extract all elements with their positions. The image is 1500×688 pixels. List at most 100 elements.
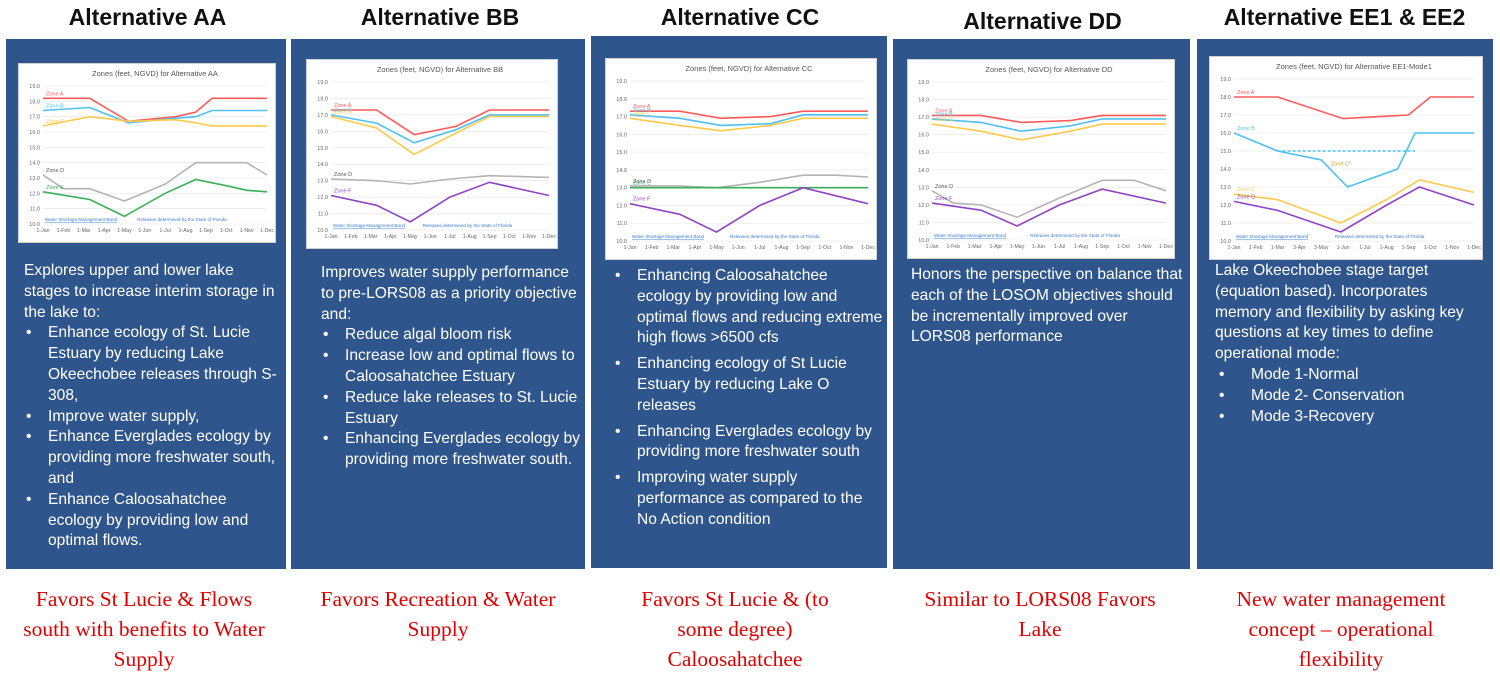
- x-tick-label: 1-Jan: [926, 244, 939, 250]
- x-tick-label: 1-Aug: [1074, 244, 1088, 250]
- x-tick-label: 1-Aug: [179, 228, 193, 234]
- y-tick-label: 12.0: [616, 203, 627, 209]
- zones-chart: Zones (feet, NGVD) for Alternative AA 10.…: [18, 63, 276, 243]
- y-tick-label: 14.0: [1220, 167, 1231, 173]
- chart-title: Zones (feet, NGVD) for Alternative EE1-M…: [1276, 62, 1432, 71]
- y-tick-label: 17.0: [317, 113, 328, 119]
- x-tick-label: 1-Dec: [1159, 244, 1173, 250]
- description-bullet: Enhancing Everglades ecology by providin…: [321, 429, 583, 471]
- series-line: [330, 114, 549, 144]
- x-tick-label: 1-Mar: [666, 245, 680, 251]
- column-title: Alternative EE1 & EE2: [1223, 4, 1466, 30]
- alternative-panel: Zones (feet, NGVD) for Alternative BB 10.…: [291, 39, 585, 569]
- y-tick-label: 19.0: [29, 84, 40, 90]
- y-tick-label: 10.0: [1220, 239, 1231, 245]
- x-tick-label: 1-Jul: [1359, 245, 1370, 251]
- series-label: Zone A: [633, 104, 651, 110]
- series-label: Zone D: [334, 172, 352, 178]
- alternative-summary: Favors St Lucie & Flows south with benef…: [23, 587, 265, 671]
- alternative-panel: Zones (feet, NGVD) for Alternative EE1-M…: [1197, 39, 1493, 569]
- zones-chart: Zones (feet, NGVD) for Alternative EE1-M…: [1209, 56, 1483, 260]
- x-tick-label: 1-Jan: [1228, 245, 1241, 251]
- series-label: Zone D: [633, 179, 651, 185]
- description-bullet: Improve water supply,: [24, 407, 284, 428]
- y-tick-label: 10.0: [29, 222, 40, 228]
- x-tick-label: 1-Sep: [796, 245, 810, 251]
- x-tick-label: 3-May: [1314, 245, 1329, 251]
- footnote-releases: Releases determined by the State of Flor…: [1335, 234, 1425, 239]
- footnote-releases: Releases determined by the State of Flor…: [1030, 233, 1120, 238]
- y-tick-label: 13.0: [29, 176, 40, 182]
- series-line: [931, 179, 1167, 219]
- series-label: Zone B: [1237, 126, 1255, 132]
- alternative-panel: Zones (feet, NGVD) for Alternative CC 10.…: [591, 36, 887, 568]
- series-label: Zone A: [46, 91, 64, 97]
- y-tick-label: 17.0: [29, 115, 40, 121]
- series-label: Zone A: [935, 108, 953, 114]
- x-tick-label: 1-Apr: [689, 245, 702, 251]
- series-line: [43, 97, 267, 123]
- x-tick-label: 1-Jul: [160, 228, 171, 234]
- x-tick-label: 1-Jan: [37, 228, 50, 234]
- footnote-releases: Releases determined by the State of Flor…: [423, 223, 513, 228]
- y-tick-label: 15.0: [616, 150, 627, 156]
- description-intro: Honors the perspective on balance that e…: [911, 266, 1183, 346]
- y-tick-label: 15.0: [29, 145, 40, 151]
- x-tick-label: 1-Apr: [98, 228, 111, 234]
- y-tick-label: 12.0: [317, 195, 328, 201]
- description-bullet: Enhance Everglades ecology by providing …: [24, 427, 284, 489]
- y-tick-label: 15.0: [918, 150, 929, 156]
- description-bullets: Reduce algal bloom risk Increase low and…: [321, 325, 583, 471]
- zones-chart-svg: Zones (feet, NGVD) for Alternative AA 10.…: [29, 69, 274, 234]
- x-tick-label: 1-Nov: [522, 234, 536, 240]
- zones-chart-svg: Zones (feet, NGVD) for Alternative EE1-M…: [1220, 62, 1481, 251]
- series-line: [1233, 186, 1475, 233]
- description-bullet: Mode 1-Normal: [1215, 365, 1485, 386]
- series-label: Zone F: [334, 188, 352, 194]
- series-line: [330, 174, 550, 185]
- description-bullet: Reduce algal bloom risk: [321, 325, 583, 346]
- alternative-description: Honors the perspective on balance that e…: [911, 265, 1187, 348]
- y-tick-label: 12.0: [29, 191, 40, 197]
- y-tick-label: 16.0: [1220, 131, 1231, 137]
- series-label: Zone D: [46, 168, 64, 174]
- description-bullet: Enhancing Caloosahatchee ecology by prov…: [613, 266, 885, 349]
- zones-chart-svg: Zones (feet, NGVD) for Alternative DD 10.…: [918, 65, 1173, 250]
- y-tick-label: 14.0: [918, 168, 929, 174]
- footnote-band: Water Shortage Management Band: [632, 234, 705, 239]
- series-line: [1234, 96, 1474, 120]
- y-tick-label: 12.0: [1220, 203, 1231, 209]
- alternative-summary: Favors St Lucie & (to some degree) Caloo…: [641, 587, 829, 671]
- x-tick-label: 1-Oct: [1117, 244, 1130, 250]
- x-tick-label: 1-Mar: [364, 234, 378, 240]
- description-bullets: Enhancing Caloosahatchee ecology by prov…: [613, 266, 885, 531]
- y-tick-label: 10.0: [616, 239, 627, 245]
- x-tick-label: 1-Sep: [1095, 244, 1109, 250]
- x-tick-label: 1-Feb: [946, 244, 960, 250]
- series-line: [42, 115, 267, 127]
- x-tick-label: 1-Nov: [240, 228, 254, 234]
- y-tick-label: 18.0: [29, 99, 40, 105]
- series-label: Zone C: [935, 117, 953, 123]
- y-tick-label: 19.0: [317, 80, 328, 86]
- series-line: [931, 188, 1167, 227]
- y-tick-label: 13.0: [918, 185, 929, 191]
- y-tick-label: 12.0: [918, 203, 929, 209]
- x-tick-label: 1-Feb: [344, 234, 358, 240]
- footnote-band: Water Shortage Management Band: [1236, 234, 1309, 239]
- description-bullet: Improving water supply performance as co…: [613, 468, 885, 530]
- series-label: Zone A: [334, 103, 352, 109]
- zones-chart: Zones (feet, NGVD) for Alternative BB 10.…: [306, 59, 558, 249]
- y-tick-label: 18.0: [918, 98, 929, 104]
- x-tick-label: 1-Aug: [1380, 245, 1394, 251]
- alternative-summary: Similar to LORS08 Favors Lake: [924, 587, 1156, 641]
- series-label: Zone C: [334, 110, 352, 116]
- description-bullets: Mode 1-Normal Mode 2- Conservation Mode …: [1215, 365, 1485, 427]
- x-tick-label: 1-May: [403, 234, 418, 240]
- series-label: Zone F: [633, 197, 651, 203]
- x-tick-label: 1-Sep: [483, 234, 497, 240]
- y-tick-label: 17.0: [1220, 113, 1231, 119]
- series-line: [931, 123, 1166, 141]
- y-tick-label: 13.0: [616, 186, 627, 192]
- x-tick-label: 1-Nov: [1445, 245, 1459, 251]
